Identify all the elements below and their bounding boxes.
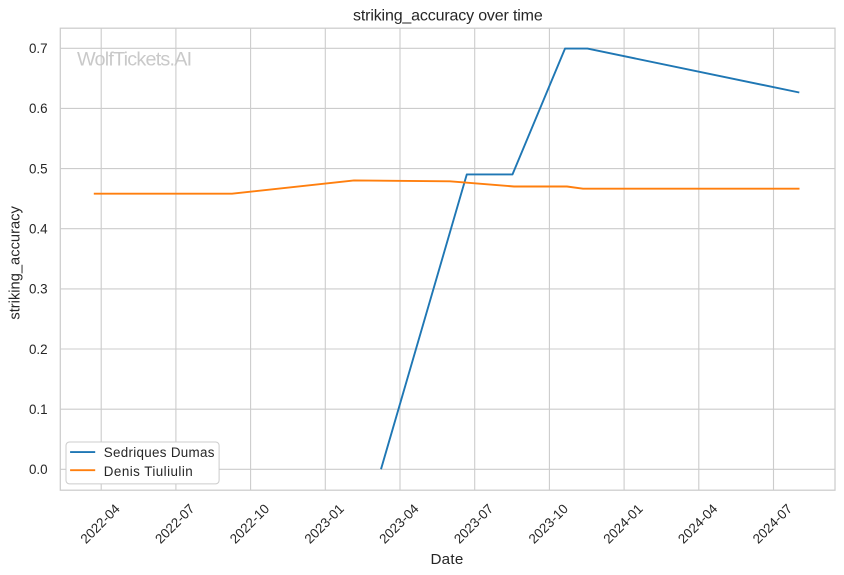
svg-text:WolfTickets.AI: WolfTickets.AI <box>77 48 191 70</box>
svg-text:0.7: 0.7 <box>29 41 48 56</box>
svg-text:striking_accuracy over time: striking_accuracy over time <box>353 8 543 25</box>
svg-text:0.5: 0.5 <box>29 161 48 176</box>
svg-text:Sedriques Dumas: Sedriques Dumas <box>104 445 215 460</box>
svg-text:Denis Tiuliulin: Denis Tiuliulin <box>104 464 193 479</box>
svg-text:0.4: 0.4 <box>29 222 48 237</box>
svg-text:0.6: 0.6 <box>29 101 48 116</box>
svg-text:0.2: 0.2 <box>29 342 48 357</box>
svg-text:0.1: 0.1 <box>29 402 48 417</box>
svg-text:0.0: 0.0 <box>29 462 48 477</box>
svg-text:Date: Date <box>430 551 463 568</box>
svg-text:striking_accuracy: striking_accuracy <box>8 206 24 320</box>
svg-text:0.3: 0.3 <box>29 282 48 297</box>
